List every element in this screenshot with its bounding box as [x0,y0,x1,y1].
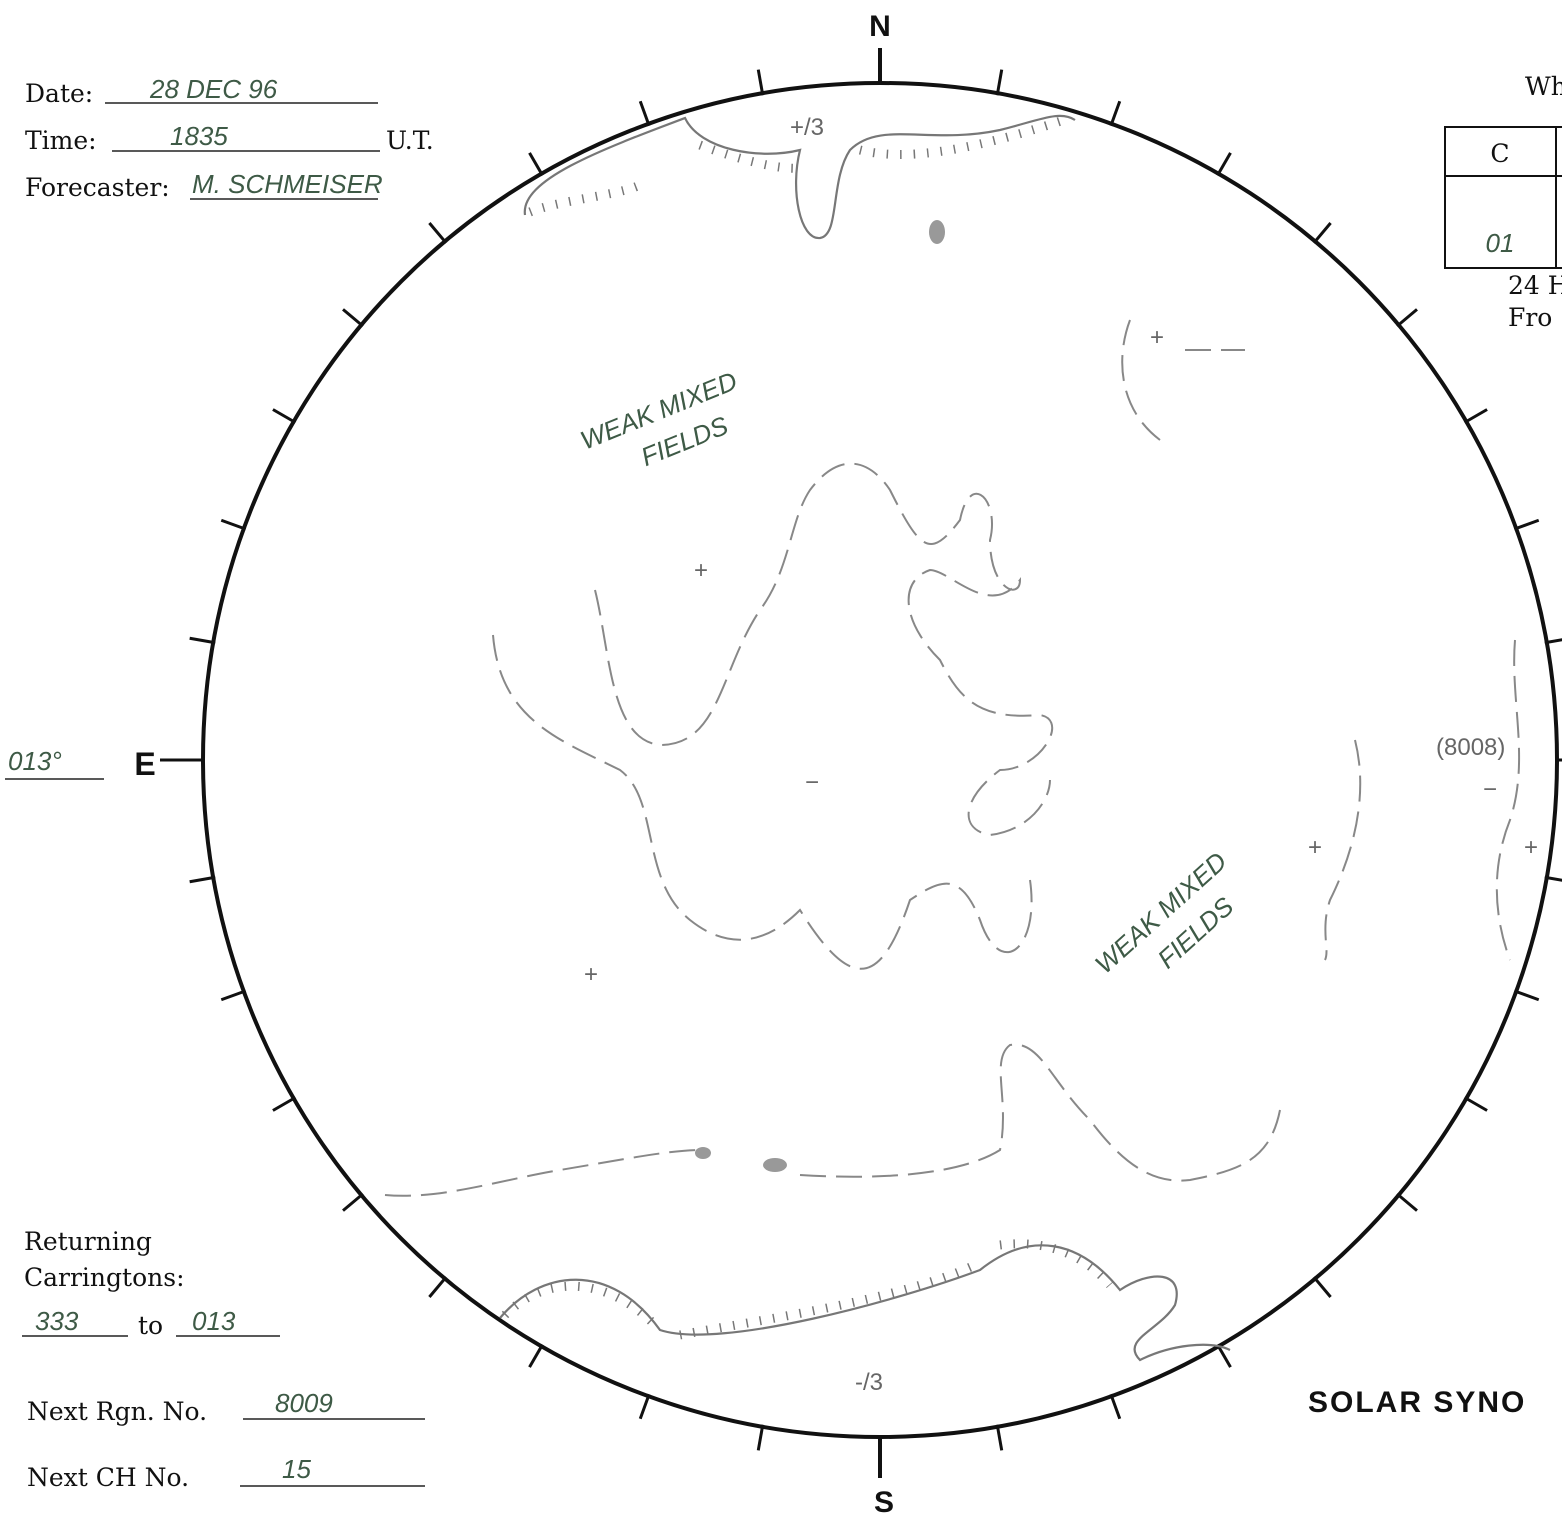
table-header: C [1490,139,1509,168]
limb-tick [530,153,543,176]
east-longitude: 013° [8,746,62,776]
limb-tick [758,70,763,96]
returning-to-label: to [138,1311,163,1340]
next-region-value: 8009 [275,1388,333,1418]
polarity-label: -/3 [855,1369,883,1396]
limb-tick [530,1345,543,1368]
forecaster-value: M. SCHMEISER [192,169,383,199]
plus-mark: + [1150,324,1164,351]
limb-tick [1218,153,1231,176]
hole-hatching [505,1244,1110,1335]
footer-title: SOLAR SYNO [1308,1386,1526,1419]
limb-tick [758,1425,763,1451]
limb-tick [221,991,245,1000]
region-label: (8008) [1436,734,1505,761]
plus-mark: + [584,961,598,988]
forecast-note: 24 H [1508,271,1562,300]
forecaster-label: Forecaster: [25,173,170,202]
limb-tick [273,410,296,423]
limb-tick [640,1394,649,1418]
limb-tick [190,638,216,643]
neutral-line [385,1045,1280,1196]
weak-fields-note: WEAK MIXED FIELDS [1089,846,1258,1008]
limb-tick [273,1098,296,1111]
limb-tick [1514,520,1538,529]
limb-tick [1111,101,1120,125]
returning-to: 013 [192,1306,236,1336]
time-unit: U.T. [386,126,434,155]
minus-mark: − [805,769,819,796]
spot [695,1147,711,1159]
page: N S E 013° Date: 28 DEC 96 Time: 1835 U.… [0,0,1562,1516]
limb-tick [997,70,1002,96]
synoptic-sheet: N S E 013° Date: 28 DEC 96 Time: 1835 U.… [0,0,1562,1516]
returning-from: 333 [35,1306,79,1336]
limb-tick [221,520,245,529]
limb-tick [343,309,363,326]
limb-tick [1314,223,1331,243]
spot [929,220,945,244]
time-value: 1835 [170,121,228,151]
limb-tick [1111,1394,1120,1418]
next-ch-label: Next CH No. [27,1463,189,1492]
east-label: E [134,746,155,782]
polarity-label: +/3 [790,114,824,141]
date-value: 28 DEC 96 [149,74,278,104]
coronal-hole-south [500,1245,1230,1360]
limb-tick [1397,309,1417,326]
table-cell: 01 [1486,228,1515,258]
plus-mark: + [1308,834,1322,861]
neutral-line [1122,320,1245,440]
south-label: S [874,1486,894,1516]
returning-label: Carringtons: [24,1263,185,1292]
minus-mark: − [1483,776,1497,803]
neutral-line [595,464,1052,835]
solar-disk [203,83,1557,1437]
limb-tick [1397,1194,1417,1211]
plus-mark: + [694,557,708,584]
next-region-label: Next Rgn. No. [27,1397,207,1426]
limb-tick [1465,1098,1488,1111]
limb-tick [1514,991,1538,1000]
weak-fields-note: WEAK MIXED FIELDS [576,366,756,491]
north-label: N [869,10,891,43]
table-title: Wh [1525,72,1562,101]
returning-label: Returning [24,1227,152,1256]
limb-tick [640,101,649,125]
limb-tick [343,1194,363,1211]
spot [763,1158,787,1172]
date-label: Date: [25,79,93,108]
time-label: Time: [25,126,97,155]
next-ch-value: 15 [282,1454,311,1484]
limb-tick [1465,410,1488,423]
limb-tick [429,223,446,243]
limb-tick [1314,1277,1331,1297]
plus-mark: + [1524,834,1538,861]
limb-tick [429,1277,446,1297]
limb-tick [997,1425,1002,1451]
forecast-note: Fro [1508,303,1552,332]
neutral-line [493,635,1032,969]
limb-tick [190,877,216,882]
